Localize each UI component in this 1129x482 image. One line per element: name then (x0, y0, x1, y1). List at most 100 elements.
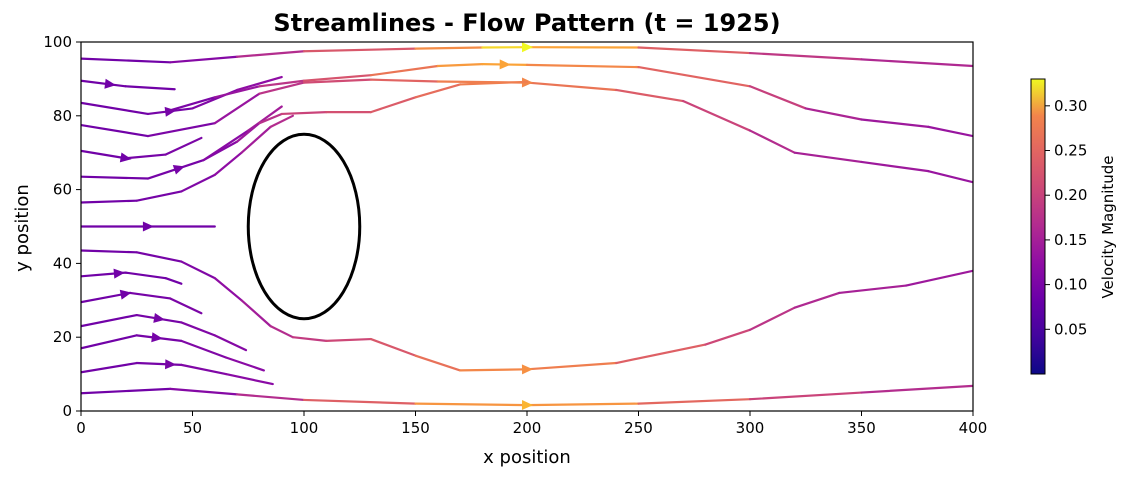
colorbar-tick-label: 0.05 (1054, 320, 1087, 338)
streamline-segment (282, 112, 327, 114)
streamline (170, 59, 973, 136)
streamline (81, 78, 973, 183)
streamline-segment (81, 151, 126, 158)
streamline-segment (215, 94, 260, 124)
streamline (81, 79, 175, 90)
x-tick-label: 250 (624, 419, 653, 437)
streamline (81, 222, 215, 232)
streamline (81, 313, 246, 350)
streamline-segment (527, 65, 639, 67)
streamline (81, 268, 181, 284)
streamline-segment (862, 386, 974, 393)
colorbar (1031, 79, 1045, 374)
streamline-segment (170, 57, 237, 63)
flow-arrow (104, 79, 116, 90)
streamline-segment (527, 363, 616, 369)
streamline-segment (639, 48, 751, 54)
streamline-segment (81, 250, 137, 252)
streamline-segment (806, 108, 862, 119)
streamline-segment (527, 404, 639, 405)
streamline (81, 42, 973, 66)
streamline-segment (639, 67, 751, 86)
streamline-segment (81, 201, 137, 203)
streamline-segment (170, 298, 201, 313)
chart-title: Streamlines - Flow Pattern (t = 1925) (273, 9, 780, 37)
streamline-segment (371, 80, 438, 82)
y-tick-label: 0 (62, 402, 72, 420)
streamline-segment (242, 300, 271, 326)
x-tick-label: 0 (76, 419, 86, 437)
streamline-segment (304, 49, 416, 52)
flow-arrow (165, 359, 176, 369)
y-tick-label: 60 (53, 181, 72, 199)
colorbar-tick-label: 0.30 (1054, 97, 1087, 115)
flow-arrow (500, 59, 511, 69)
streamline-segment (81, 81, 126, 87)
streamline-segment (215, 153, 242, 175)
streamline-segment (750, 393, 862, 400)
streamline (81, 288, 201, 313)
streamline-segment (371, 97, 416, 112)
streamline-segment (750, 131, 795, 153)
streamline-segment (237, 394, 304, 400)
streamline-segment (293, 337, 326, 341)
streamline-segment (371, 66, 438, 75)
colorbar-tick-label: 0.10 (1054, 276, 1087, 294)
streamline-segment (226, 374, 273, 384)
streamline-segment (795, 153, 862, 162)
x-axis-label: x position (483, 447, 571, 468)
x-tick-label: 50 (183, 419, 202, 437)
flow-arrow (151, 332, 163, 343)
streamline-segment (126, 273, 166, 279)
y-tick-label: 100 (43, 33, 72, 51)
obstacle-ellipse (248, 134, 360, 319)
streamline-segment (928, 127, 973, 136)
streamline-segment (81, 59, 170, 63)
streamline-segment (226, 357, 264, 370)
streamline-segment (862, 59, 974, 66)
x-tick-label: 100 (290, 419, 319, 437)
streamline-segment (527, 83, 616, 90)
streamline-segment (326, 339, 371, 341)
streamline-segment (215, 86, 260, 97)
streamline-segment (639, 399, 751, 403)
y-axis: 0 20 40 60 80 100 (43, 33, 81, 420)
streamline-segment (181, 341, 226, 358)
streamline-segment (81, 177, 148, 179)
streamline-segment (839, 286, 906, 293)
streamline-segment (130, 293, 170, 299)
streamline-segment (81, 335, 137, 348)
streamline-segment (371, 339, 416, 356)
y-tick-label: 40 (53, 254, 72, 272)
flow-arrow (522, 42, 533, 52)
streamline-segment (126, 155, 166, 159)
streamline-segment (181, 175, 214, 192)
streamline-segment (204, 142, 237, 160)
streamline-segment (795, 293, 840, 308)
streamline-segment (215, 278, 242, 300)
y-tick-label: 20 (53, 328, 72, 346)
streamline-segment (683, 101, 750, 131)
streamline-segment (705, 330, 750, 345)
x-tick-label: 200 (513, 419, 542, 437)
streamline-segment (148, 123, 215, 136)
streamline-segment (137, 191, 182, 200)
streamline-segment (416, 404, 528, 405)
streamline-segment (862, 162, 929, 171)
streamline-segment (906, 271, 973, 286)
colorbar-tick-label: 0.25 (1054, 142, 1087, 160)
colorbar-tick-label: 0.15 (1054, 231, 1087, 249)
x-tick-label: 350 (847, 419, 876, 437)
streamline (81, 138, 201, 164)
flow-arrow (522, 400, 533, 410)
streamline-segment (170, 389, 237, 395)
streamline (204, 82, 527, 160)
y-axis-label: y position (12, 184, 33, 272)
streamline-segment (181, 322, 214, 335)
y-tick-label: 80 (53, 107, 72, 125)
streamline-segment (242, 127, 271, 153)
streamline-segment (416, 356, 461, 371)
flow-arrow (143, 222, 154, 232)
